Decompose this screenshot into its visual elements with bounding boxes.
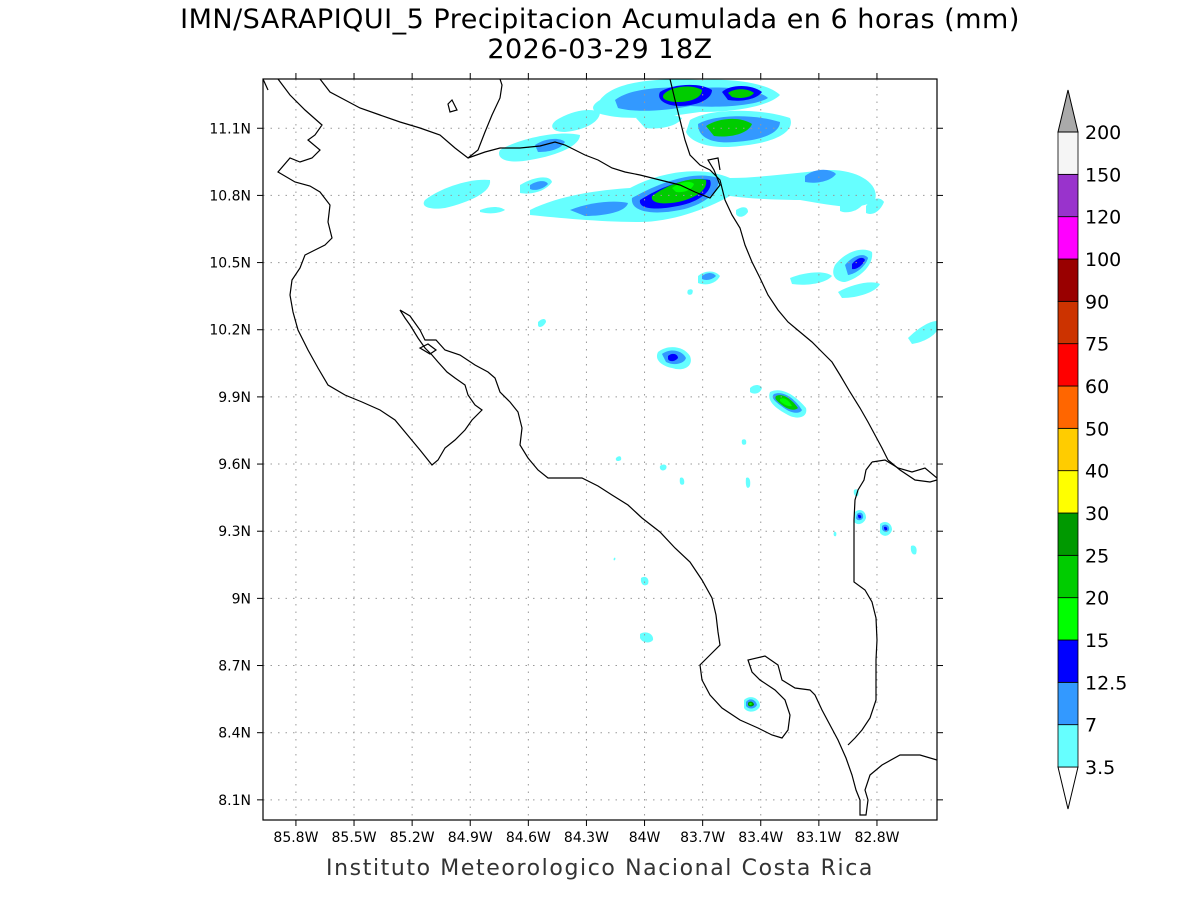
colorbar-label: 150 [1085,164,1121,186]
precip-area-11n [499,110,791,162]
colorbar-bin [1057,724,1079,768]
colorbar-label: 12.5 [1085,672,1127,694]
colorbar-bin [1057,343,1079,387]
precip-area-10-4n [538,249,937,344]
y-tick-label: 9.6N [218,457,251,473]
colorbar-bin [1057,554,1079,599]
y-tick-label: 10.8N [209,188,251,204]
colorbar-label: 120 [1085,207,1121,229]
y-tick-label: 10.2N [209,323,251,339]
northern-coastline [263,79,269,91]
chart-title: IMN/SARAPIQUI_5 Precipitacion Acumulada … [180,4,1020,35]
x-tick-label: 85.2W [390,830,435,846]
colorbar: 3.5 7 12.5 15 20 25 30 40 50 60 75 90 100 120 150 200 [1057,89,1127,810]
x-axis: 85.8W 85.5W 85.2W 84.9W 84.6W 84.3W 84W 83.7W 83… [273,73,900,846]
colorbar-label: 100 [1085,249,1121,271]
colorbar-label: 60 [1085,376,1109,398]
colorbar-label: 15 [1085,630,1109,652]
x-tick-label: 83.4W [738,830,783,846]
pacific-coastline [277,79,937,816]
colorbar-label: 200 [1085,122,1121,144]
colorbar-bin [1057,427,1079,472]
x-tick-label: 84.6W [506,830,551,846]
colorbar-bin [1057,681,1079,726]
precip-area-10n [615,347,807,488]
x-tick-label: 82.8W [854,830,899,846]
colorbar-bin [1057,131,1079,175]
x-tick-label: 83.7W [680,830,725,846]
colorbar-bin [1057,385,1079,429]
colorbar-bin [1057,216,1079,260]
colorbar-bin [1057,597,1079,641]
y-axis: 11.1N 10.8N 10.5N 10.2N 9.9N 9.6N 9.3N 9N 8.7N 8.… [209,121,943,809]
y-tick-label: 8.7N [218,659,251,675]
x-tick-label: 84W [629,830,661,846]
panama-coast-east [887,459,937,483]
colorbar-label: 20 [1085,588,1109,610]
y-tick-label: 9N [232,591,251,607]
colorbar-label: 50 [1085,418,1109,440]
y-tick-label: 11.1N [209,121,251,137]
caribbean-coastline [669,79,889,461]
colorbar-bin [1057,639,1079,683]
chart-subtitle: 2026-03-29 18Z [487,34,713,65]
x-tick-label: 85.5W [332,830,377,846]
coastlines [263,79,937,816]
colorbar-label: 7 [1085,715,1097,737]
y-tick-label: 8.4N [218,726,251,742]
y-tick-label: 8.1N [218,793,251,809]
colorbar-label: 40 [1085,461,1109,483]
colorbar-label: 3.5 [1085,757,1115,779]
colorbar-bin [1057,512,1079,556]
colorbar-label: 25 [1085,545,1109,567]
x-tick-label: 85.8W [273,830,318,846]
colorbar-label: 75 [1085,334,1109,356]
gulf-island [418,343,438,355]
lake-island [447,98,458,113]
credit-text: Instituto Meteorologico Nacional Costa R… [326,856,874,881]
colorbar-bin [1057,470,1079,514]
y-tick-label: 9.9N [218,390,251,406]
y-tick-label: 10.5N [209,256,251,272]
panama-border [871,459,937,479]
colorbar-label: 90 [1085,291,1109,313]
y-tick-label: 9.3N [218,524,251,540]
precipitation-fields [423,79,937,712]
x-tick-label: 84.9W [448,830,493,846]
colorbar-bin [1057,300,1079,345]
colorbar-label: 30 [1085,503,1109,525]
colorbar-lower-arrow [1057,766,1079,810]
precip-area-10-8n [423,169,884,222]
x-tick-label: 83.1W [796,830,841,846]
colorbar-upper-arrow [1057,89,1079,133]
lake-nicaragua-shore [319,79,503,159]
x-tick-label: 84.3W [564,830,609,846]
colorbar-bin [1057,258,1079,302]
colorbar-bin [1057,173,1079,218]
panama-border-south [847,461,878,746]
plot-frame [262,78,938,821]
